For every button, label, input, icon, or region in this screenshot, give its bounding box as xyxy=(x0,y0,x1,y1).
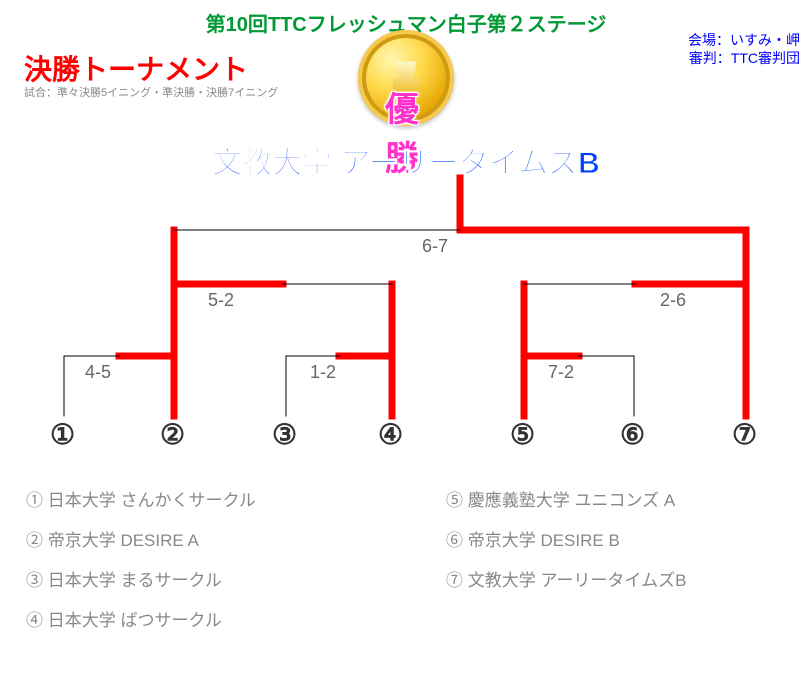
seed-2: ② xyxy=(160,418,185,451)
seed-7: ⑦ xyxy=(732,418,757,451)
seed-6: ⑥ xyxy=(620,418,645,451)
score-sf-right: 2-6 xyxy=(660,290,686,311)
legend-3: ③ 日本大学 まるサークル xyxy=(26,566,222,591)
stage: 第10回TTCフレッシュマン白子第２ステージ 会場：いすみ・岬 審判：TTC審判… xyxy=(0,0,812,680)
legend-5: ⑤ 慶應義塾大学 ユニコンズ A xyxy=(446,486,675,511)
seed-1: ① xyxy=(50,418,75,451)
legend-6: ⑥ 帝京大学 DESIRE B xyxy=(446,526,620,551)
score-qf2: 1-2 xyxy=(310,362,336,383)
legend-2: ② 帝京大学 DESIRE A xyxy=(26,526,199,551)
score-sf-left: 5-2 xyxy=(208,290,234,311)
seed-5: ⑤ xyxy=(510,418,535,451)
score-final: 6-7 xyxy=(422,236,448,257)
legend-4: ④ 日本大学 ばつサークル xyxy=(26,606,222,631)
score-qf3: 7-2 xyxy=(548,362,574,383)
seed-3: ③ xyxy=(272,418,297,451)
bracket-svg xyxy=(0,0,812,460)
seed-4: ④ xyxy=(378,418,403,451)
legend-1: ① 日本大学 さんかくサークル xyxy=(26,486,256,511)
legend-7: ⑦ 文教大学 アーリータイムズB xyxy=(446,566,686,591)
score-qf1: 4-5 xyxy=(85,362,111,383)
